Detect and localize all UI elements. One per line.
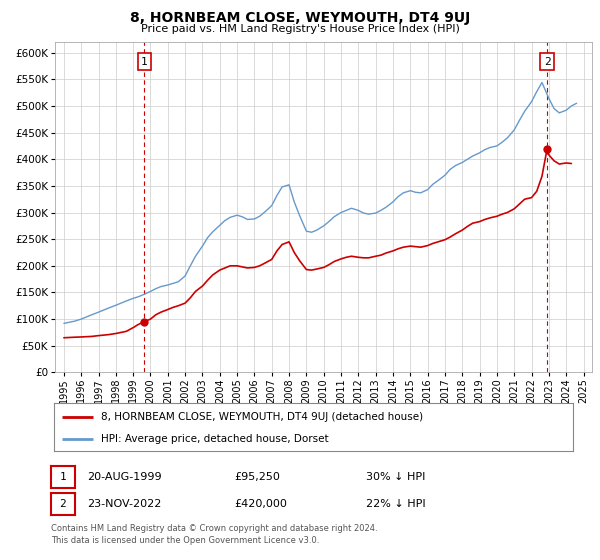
Text: £95,250: £95,250	[234, 472, 280, 482]
Text: 20-AUG-1999: 20-AUG-1999	[87, 472, 161, 482]
Text: 22% ↓ HPI: 22% ↓ HPI	[366, 499, 425, 509]
Text: 8, HORNBEAM CLOSE, WEYMOUTH, DT4 9UJ: 8, HORNBEAM CLOSE, WEYMOUTH, DT4 9UJ	[130, 11, 470, 25]
Text: 8, HORNBEAM CLOSE, WEYMOUTH, DT4 9UJ (detached house): 8, HORNBEAM CLOSE, WEYMOUTH, DT4 9UJ (de…	[101, 412, 423, 422]
Text: 1: 1	[59, 472, 67, 482]
Text: Price paid vs. HM Land Registry's House Price Index (HPI): Price paid vs. HM Land Registry's House …	[140, 24, 460, 34]
Text: Contains HM Land Registry data © Crown copyright and database right 2024.: Contains HM Land Registry data © Crown c…	[51, 524, 377, 533]
Text: 2: 2	[544, 57, 551, 67]
Text: This data is licensed under the Open Government Licence v3.0.: This data is licensed under the Open Gov…	[51, 536, 319, 545]
Text: 30% ↓ HPI: 30% ↓ HPI	[366, 472, 425, 482]
Text: 1: 1	[141, 57, 148, 67]
Text: 2: 2	[59, 499, 67, 509]
Text: 23-NOV-2022: 23-NOV-2022	[87, 499, 161, 509]
Text: £420,000: £420,000	[234, 499, 287, 509]
Text: HPI: Average price, detached house, Dorset: HPI: Average price, detached house, Dors…	[101, 434, 328, 444]
